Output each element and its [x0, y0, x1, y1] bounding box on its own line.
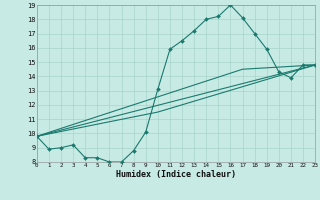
X-axis label: Humidex (Indice chaleur): Humidex (Indice chaleur) [116, 170, 236, 179]
